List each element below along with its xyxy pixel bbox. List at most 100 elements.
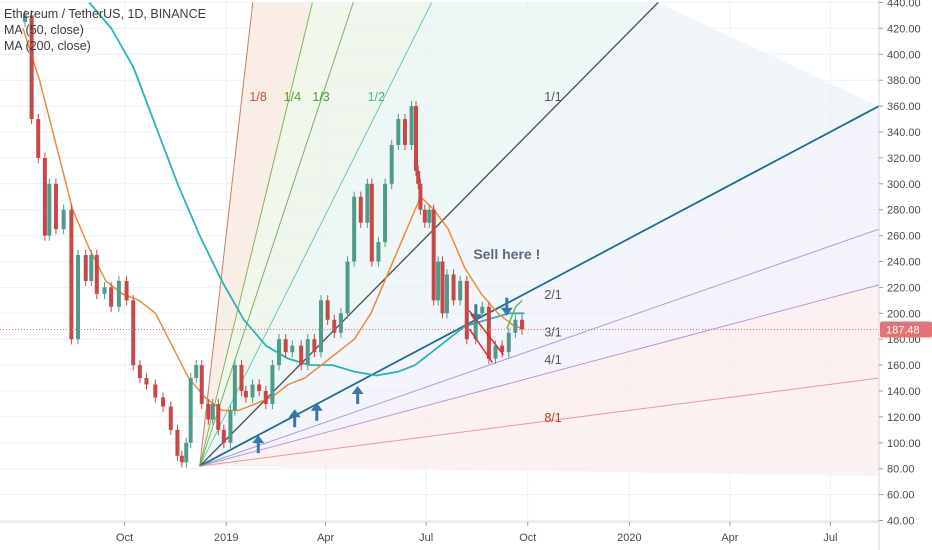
price-candle: [520, 319, 525, 330]
price-candle: [427, 209, 432, 223]
y-tick-label: 40.00: [887, 516, 915, 528]
price-candle: [422, 209, 427, 223]
x-tick-label: Oct: [519, 532, 536, 544]
price-candle: [124, 280, 129, 301]
y-axis[interactable]: 40.00 60.00 80.00 100.00 120.00 140.00 160.00 1…: [878, 0, 921, 550]
fan-label-1-1: 1/1: [544, 90, 561, 104]
price-candle: [480, 306, 485, 314]
current-price-label: 187.48: [886, 325, 920, 337]
arrow-up-head: [288, 409, 301, 418]
x-tick-label: Apr: [721, 532, 738, 544]
y-tick-label: 260.00: [887, 231, 921, 243]
wedge-lower-line: [468, 328, 494, 363]
y-tick-label: 440.00: [887, 0, 921, 10]
y-tick-label: 140.00: [887, 386, 921, 398]
price-candle: [358, 196, 363, 223]
price-candle: [431, 209, 436, 301]
price-candle: [61, 209, 66, 230]
price-candle: [305, 339, 310, 366]
price-candle: [319, 300, 324, 353]
drawings: Sell here !: [252, 246, 540, 454]
y-tick-label: 160.00: [887, 360, 921, 372]
price-candle: [257, 384, 262, 391]
price-candle: [290, 345, 295, 353]
price-candle: [436, 261, 441, 301]
price-candle: [283, 339, 288, 353]
price-candle: [83, 255, 88, 281]
price-candle: [232, 365, 237, 411]
x-axis[interactable]: Oct 2019 Apr Jul Oct 2020 Apr Jul: [0, 521, 879, 544]
x-tick-label: Jul: [419, 532, 433, 544]
y-tick-label: 380.00: [887, 75, 921, 87]
y-tick-label: 80.00: [887, 464, 915, 476]
fan-line-1-8: [199, 2, 254, 467]
price-candle: [109, 287, 114, 307]
price-candle: [243, 391, 248, 398]
fan-line-8-1: [199, 377, 879, 467]
price-candle: [179, 455, 184, 463]
y-tick-label: 240.00: [887, 257, 921, 269]
fan-label-2-1: 2/1: [544, 288, 561, 302]
price-candle: [29, 15, 34, 120]
price-candle: [444, 274, 449, 314]
y-tick-label: 220.00: [887, 282, 921, 294]
y-tick-label: 360.00: [887, 101, 921, 113]
gann-fan: 1/8 1/4 1/3 1/2 1/1 2/1 3/1 4/1 8/1: [199, 2, 879, 467]
price-candle: [299, 345, 304, 366]
price-candle: [175, 429, 180, 456]
x-tick-label: 2020: [617, 532, 641, 544]
price-candle: [486, 306, 491, 359]
series: [22, 1, 525, 468]
price-candle: [216, 403, 221, 430]
x-tick-label: Apr: [317, 532, 334, 544]
fan-fill-band: [199, 378, 879, 477]
price-candle: [418, 183, 423, 210]
price-candle: [89, 255, 94, 281]
price-candle: [116, 280, 121, 307]
price-candle: [69, 209, 74, 340]
ma50-line: [22, 28, 525, 412]
price-candle: [383, 183, 388, 243]
price-candle: [389, 144, 394, 184]
price-candle: [312, 339, 317, 353]
price-candle: [376, 242, 381, 262]
legend-ma200[interactable]: MA (200, close): [4, 39, 91, 53]
wedge-upper-line: [468, 310, 505, 356]
y-tick-label: 420.00: [887, 23, 921, 35]
price-candle: [206, 403, 211, 420]
y-tick-label: 60.00: [887, 490, 915, 502]
legend-ma50[interactable]: MA (50, close): [4, 23, 84, 37]
price-candle: [153, 384, 158, 398]
x-tick-label: Jul: [823, 532, 837, 544]
y-tick-label: 400.00: [887, 49, 921, 61]
price-candle: [184, 442, 189, 463]
fan-line-3-1: [199, 228, 879, 467]
fan-label-1-3: 1/3: [312, 90, 329, 104]
arrow-up-head: [351, 385, 364, 394]
fan-line-4-1: [199, 284, 879, 467]
price-candle: [513, 319, 518, 333]
price-candle: [458, 280, 463, 301]
price-candle: [199, 365, 204, 404]
x-tick-label: 2019: [214, 532, 238, 544]
projection-arrow: [506, 299, 523, 330]
fan-label-8-1: 8/1: [544, 411, 561, 425]
y-tick-label: 280.00: [887, 205, 921, 217]
price-candle: [325, 300, 330, 320]
price-candle: [369, 183, 374, 262]
price-candle: [396, 119, 401, 145]
x-tick-label: Oct: [116, 532, 133, 544]
legend-symbol[interactable]: Ethereum / TetherUS, 1D, BINANCE: [4, 7, 206, 21]
arrow-up-head: [310, 402, 323, 411]
price-candle: [47, 183, 52, 236]
price-candle: [332, 319, 337, 333]
price-candle: [365, 183, 370, 223]
price-candle: [210, 403, 215, 420]
price-candle: [221, 429, 226, 443]
price-candle: [500, 345, 505, 353]
price-candle: [53, 183, 58, 230]
price-candle: [506, 332, 511, 353]
fan-line-1-2: [199, 2, 433, 467]
arrow-up-head: [252, 435, 265, 444]
